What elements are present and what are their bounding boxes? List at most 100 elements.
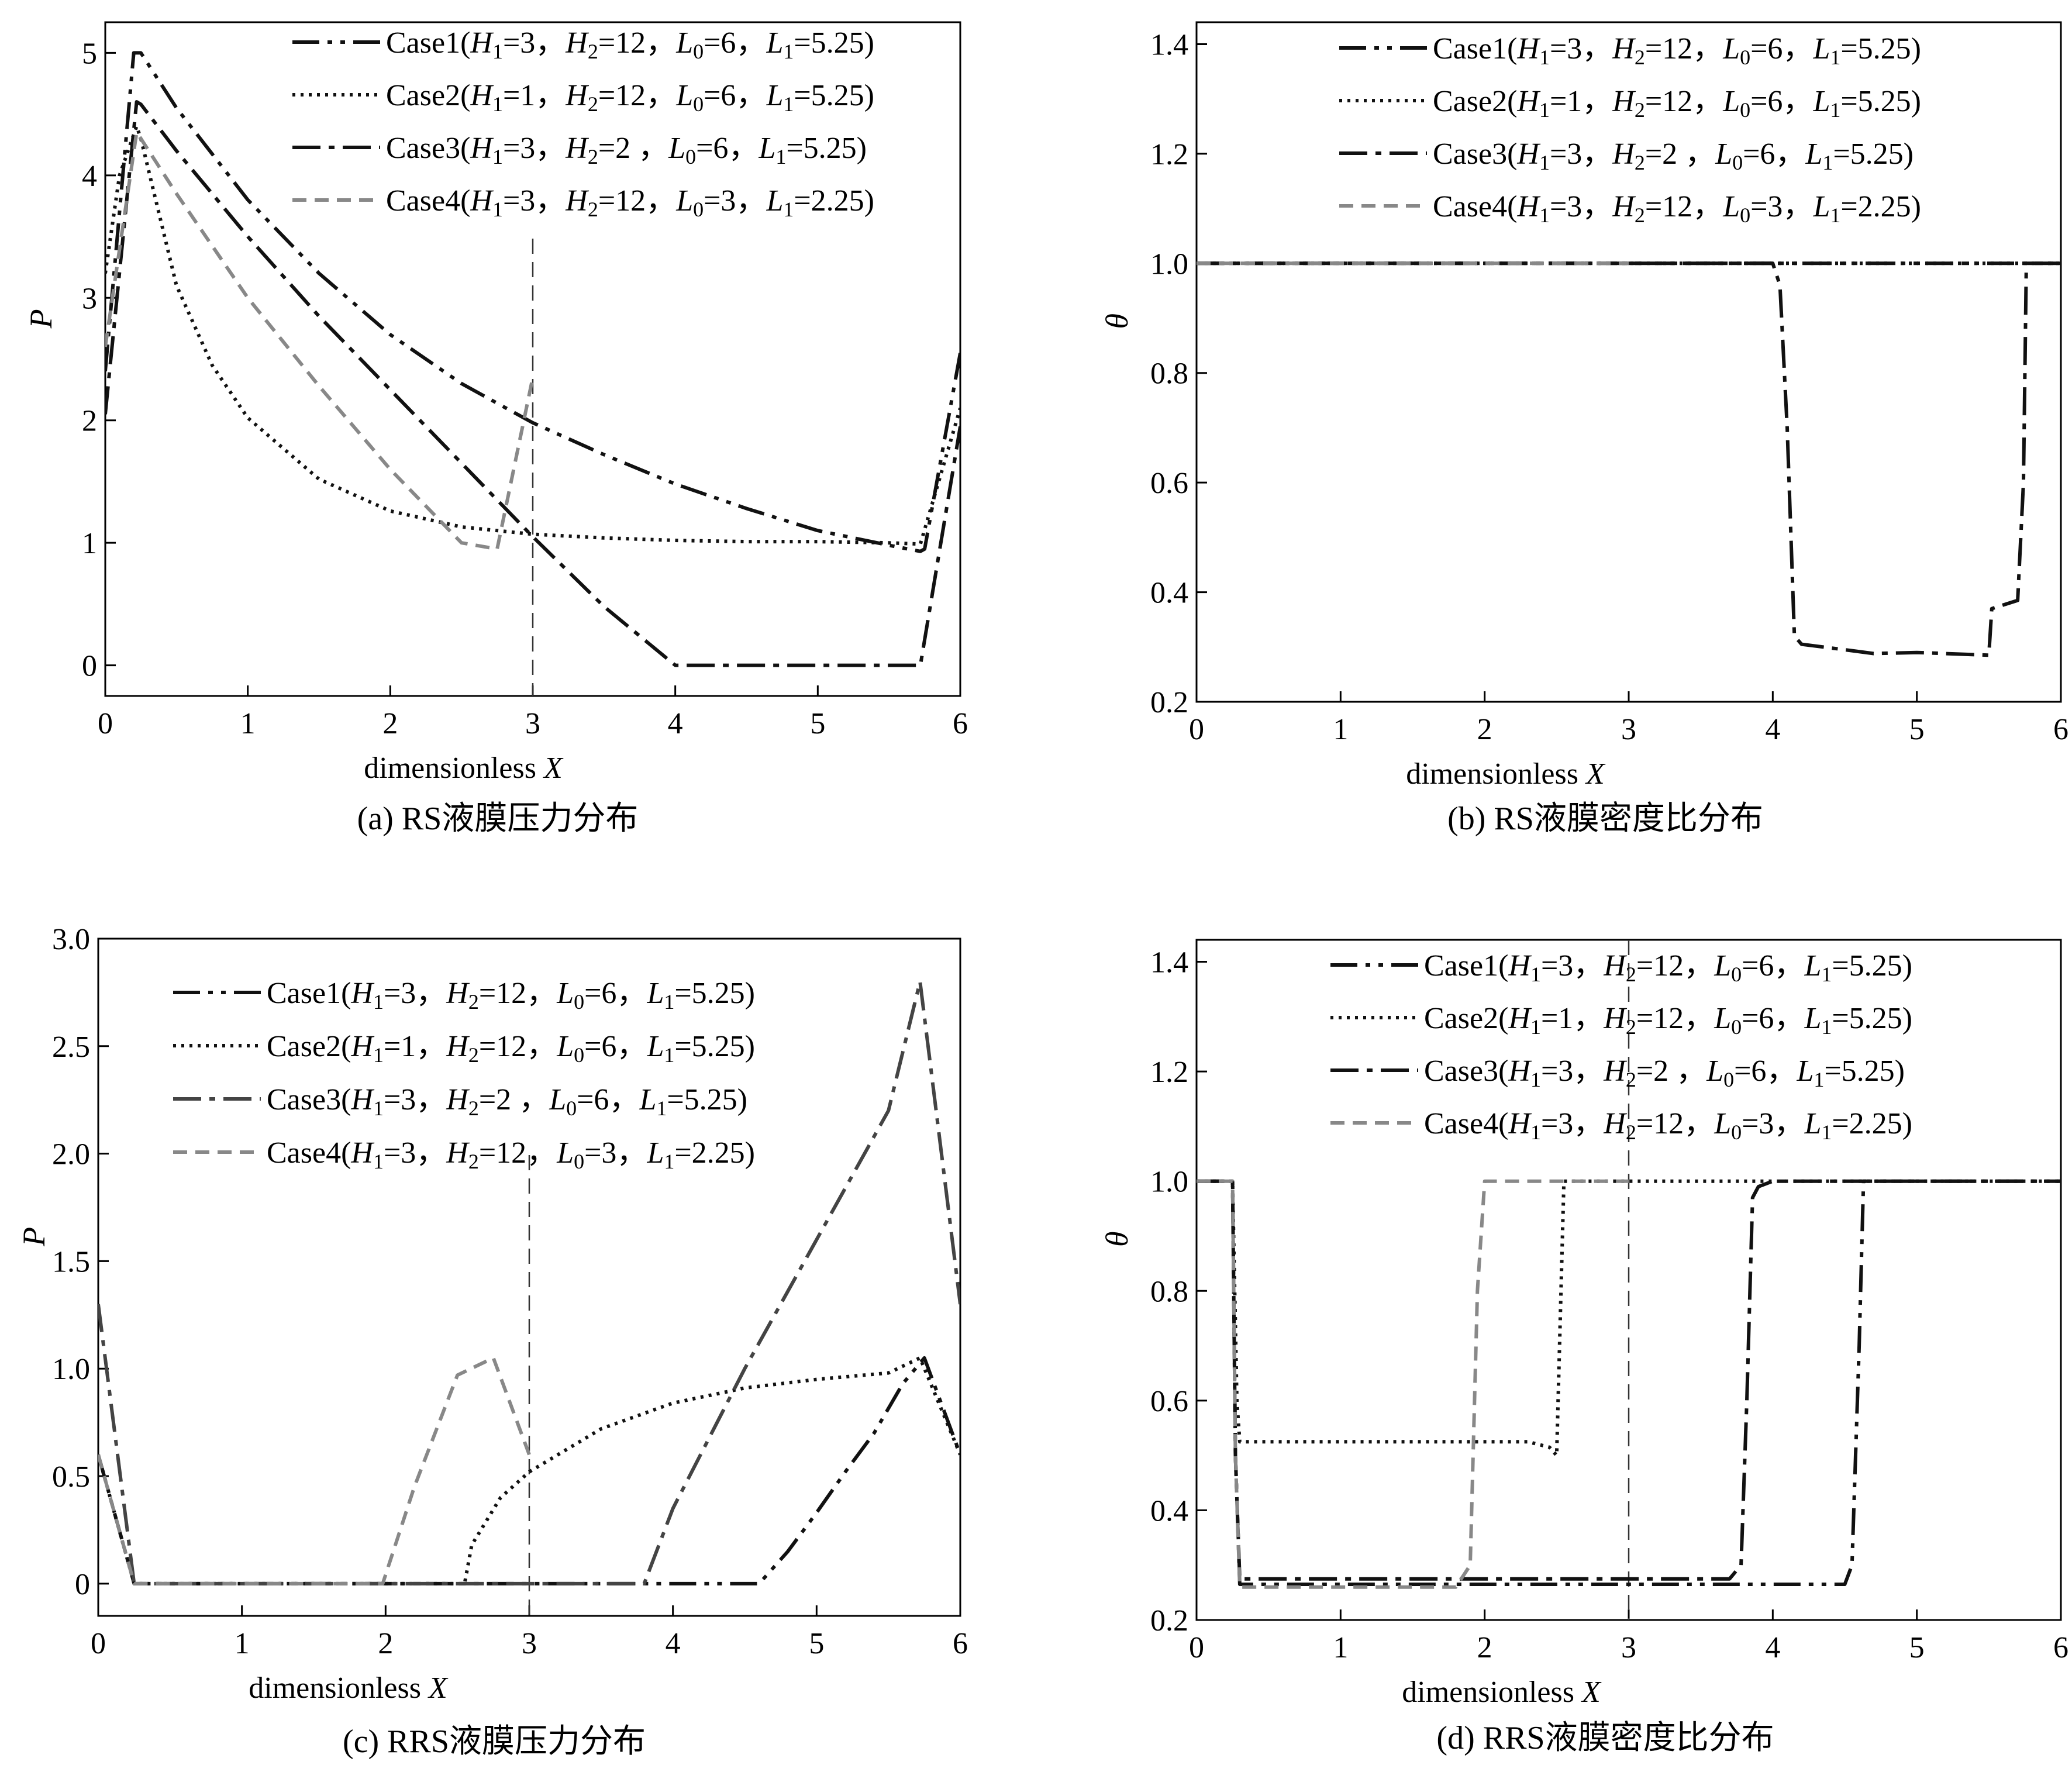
legend-label-c-case3: Case3(H1=3，H2=2 ，L0=6，L1=5.25) (267, 1083, 747, 1120)
x-axis-label-c: dimensionless X (249, 1671, 449, 1705)
x-tick-label-a-4: 4 (668, 707, 683, 740)
legend-label-b-case4: Case4(H1=3，H2=12，L0=3，L1=2.25) (1433, 190, 1921, 227)
y-tick-label-c-1: 0.5 (52, 1460, 90, 1494)
y-tick-label-b-1: 0.4 (1150, 577, 1188, 610)
y-tick-label-b-0: 0.2 (1150, 686, 1188, 719)
x-tick-label-b-3: 3 (1621, 713, 1636, 746)
y-tick-label-d-1: 0.4 (1150, 1494, 1188, 1528)
legend-label-a-case2: Case2(H1=1，H2=12，L0=6，L1=5.25) (386, 79, 874, 116)
series-line-c-case2 (98, 1356, 960, 1585)
series-line-b-case3 (1197, 261, 2061, 657)
legend-label-a-case4: Case4(H1=3，H2=12，L0=3，L1=2.25) (386, 184, 874, 221)
legend-label-a-case1: Case1(H1=3，H2=12，L0=6，L1=5.25) (386, 26, 874, 63)
x-tick-label-c-4: 4 (666, 1627, 681, 1660)
legend-a: Case1(H1=3，H2=12，L0=6，L1=5.25) Case2(H1=1… (292, 26, 874, 221)
y-tick-label-c-5: 2.5 (52, 1030, 90, 1064)
x-tick-label-c-3: 3 (522, 1627, 537, 1660)
y-tick-label-c-0: 0 (75, 1568, 90, 1601)
y-tick-label-a-1: 1 (82, 527, 97, 560)
legend-d: Case1(H1=3，H2=12，L0=6，L1=5.25) Case2(H1=1… (1330, 949, 1912, 1144)
y-tick-label-b-5: 1.2 (1150, 138, 1188, 171)
x-tick-label-a-5: 5 (810, 707, 825, 740)
x-tick-label-c-0: 0 (91, 1627, 106, 1660)
legend-c: Case1(H1=3，H2=12，L0=6，L1=5.25) Case2(H1=1… (173, 977, 755, 1173)
x-tick-label-a-6: 6 (953, 707, 968, 740)
legend-label-d-case3: Case3(H1=3，H2=2 ，L0=6，L1=5.25) (1424, 1054, 1905, 1091)
y-tick-label-c-3: 1.5 (52, 1245, 90, 1278)
series-line-d-case2 (1197, 1179, 2061, 1457)
x-tick-label-b-6: 6 (2053, 713, 2068, 746)
legend-label-a-case3: Case3(H1=3，H2=2 ，L0=6，L1=5.25) (386, 132, 867, 168)
y-tick-label-c-2: 1.0 (52, 1353, 90, 1386)
x-tick-label-a-1: 1 (240, 707, 256, 740)
x-tick-label-d-0: 0 (1189, 1631, 1204, 1664)
x-tick-label-c-5: 5 (809, 1627, 824, 1660)
y-axis-label-c: P (16, 1227, 51, 1247)
legend-label-c-case2: Case2(H1=1，H2=12，L0=6，L1=5.25) (267, 1030, 755, 1067)
y-tick-label-b-6: 1.4 (1150, 28, 1188, 61)
legend-label-d-case4: Case4(H1=3，H2=12，L0=3，L1=2.25) (1424, 1107, 1912, 1144)
x-axis-label-b: dimensionless X (1406, 757, 1606, 791)
y-tick-label-a-2: 2 (82, 405, 97, 438)
y-tick-label-c-4: 2.0 (52, 1138, 90, 1171)
caption-c: (c) RRS液膜压力分布 (343, 1723, 646, 1760)
legend-label-b-case1: Case1(H1=3，H2=12，L0=6，L1=5.25) (1433, 32, 1921, 69)
y-axis-label-a: P (23, 309, 58, 329)
y-tick-label-b-3: 0.8 (1150, 357, 1188, 391)
series-line-d-case1 (1197, 1179, 2061, 1586)
x-tick-label-b-5: 5 (1909, 713, 1925, 746)
x-tick-label-d-1: 1 (1333, 1631, 1348, 1664)
y-tick-label-d-6: 1.4 (1150, 946, 1188, 980)
series-line-a-case3 (105, 100, 960, 667)
x-tick-label-a-0: 0 (98, 707, 113, 740)
series-line-a-case1 (105, 51, 960, 553)
y-tick-label-b-2: 0.6 (1150, 467, 1188, 500)
x-tick-label-b-0: 0 (1189, 713, 1204, 746)
y-tick-label-d-5: 1.2 (1150, 1056, 1188, 1089)
x-tick-label-a-2: 2 (382, 707, 398, 740)
y-tick-label-c-6: 3.0 (52, 923, 90, 956)
caption-b: (b) RS液膜密度比分布 (1447, 801, 1763, 837)
x-tick-label-b-4: 4 (1765, 713, 1780, 746)
caption-a: (a) RS液膜压力分布 (357, 801, 639, 837)
series-line-c-case4 (98, 1356, 531, 1585)
series-line-d-case4 (1197, 1179, 1629, 1589)
y-axis-label-d: θ (1099, 1231, 1135, 1247)
y-tick-label-d-2: 0.6 (1150, 1385, 1188, 1418)
x-tick-label-d-2: 2 (1477, 1631, 1492, 1664)
legend-label-d-case2: Case2(H1=1，H2=12，L0=6，L1=5.25) (1424, 1002, 1912, 1039)
panel-a: 0 1 2 3 4 5 6 0 1 2 3 4 5 dimensionless X P (a) RS液膜压力分… (23, 21, 968, 837)
y-tick-label-b-4: 1.0 (1150, 247, 1188, 281)
panel-c: 0 1 2 3 4 5 6 0 0.5 1.0 1.5 2.0 2.5 3.0 dimensionless … (16, 923, 968, 1760)
legend-label-c-case1: Case1(H1=3，H2=12，L0=6，L1=5.25) (267, 977, 755, 1014)
x-tick-label-b-2: 2 (1477, 713, 1492, 746)
y-tick-label-d-0: 0.2 (1150, 1604, 1188, 1638)
x-tick-label-d-5: 5 (1909, 1631, 1925, 1664)
x-tick-label-d-4: 4 (1765, 1631, 1780, 1664)
y-tick-label-d-4: 1.0 (1150, 1166, 1188, 1199)
y-tick-label-a-0: 0 (82, 650, 97, 683)
x-tick-label-c-6: 6 (953, 1627, 968, 1660)
y-tick-label-a-3: 3 (82, 282, 97, 315)
y-tick-label-d-3: 0.8 (1150, 1275, 1188, 1308)
x-tick-label-a-3: 3 (525, 707, 540, 740)
panel-b: 0 1 2 3 4 5 6 0.2 0.4 0.6 0.8 1.0 1.2 1.4 dimensionles… (1099, 21, 2068, 837)
x-tick-label-b-1: 1 (1333, 713, 1348, 746)
plot-frame-b (1195, 21, 2062, 703)
x-tick-label-c-2: 2 (378, 1627, 393, 1660)
legend-b: Case1(H1=3，H2=12，L0=6，L1=5.25) Case2(H1=1… (1339, 32, 1921, 227)
legend-label-b-case2: Case2(H1=1，H2=12，L0=6，L1=5.25) (1433, 85, 1921, 122)
x-axis-label-d: dimensionless X (1402, 1676, 1602, 1709)
x-tick-label-d-6: 6 (2053, 1631, 2068, 1664)
panel-d: 0 1 2 3 4 5 6 0.2 0.4 0.6 0.8 1.0 1.2 1.4 dimensionles… (1099, 939, 2068, 1756)
legend-label-c-case4: Case4(H1=3，H2=12，L0=3，L1=2.25) (267, 1136, 755, 1173)
x-axis-label-a: dimensionless X (364, 752, 564, 785)
y-tick-label-a-4: 4 (82, 160, 97, 193)
caption-d: (d) RRS液膜密度比分布 (1436, 1720, 1774, 1756)
series-line-d-case3 (1197, 1179, 2061, 1581)
y-tick-label-a-5: 5 (82, 37, 97, 70)
series-line-a-case4 (105, 130, 535, 551)
x-tick-label-c-1: 1 (235, 1627, 250, 1660)
legend-label-d-case1: Case1(H1=3，H2=12，L0=6，L1=5.25) (1424, 949, 1912, 986)
